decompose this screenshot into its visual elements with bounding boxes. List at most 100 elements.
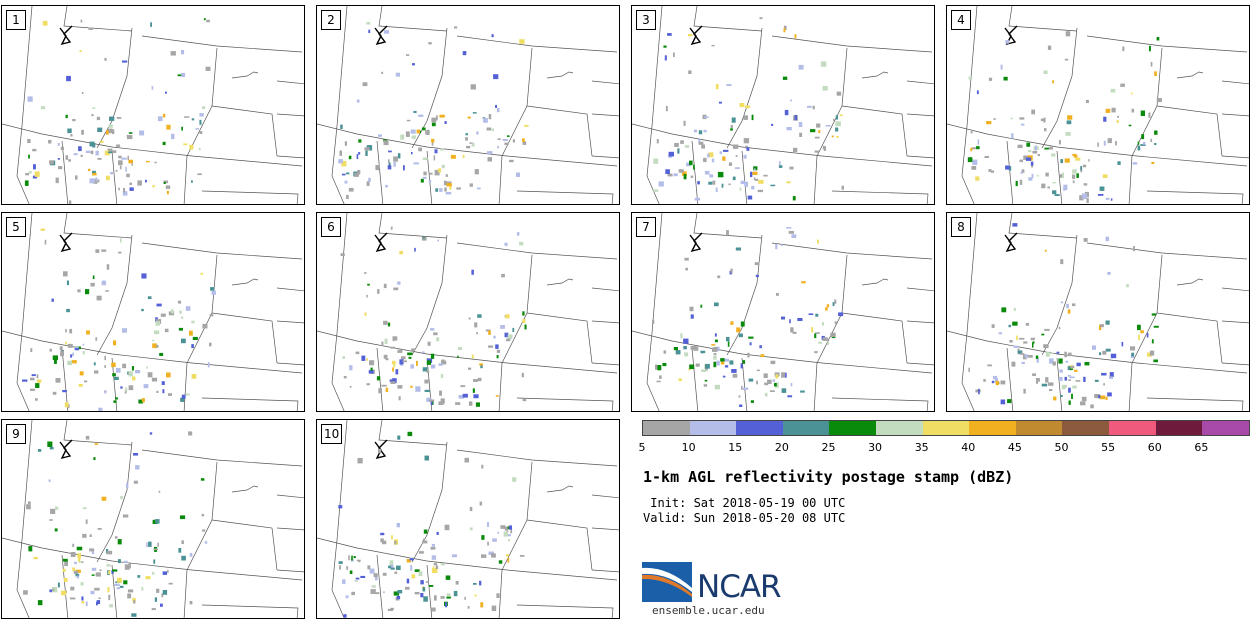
- state-boundary: [63, 420, 133, 446]
- reflectivity-echo: [772, 379, 775, 382]
- reflectivity-echo: [781, 316, 785, 320]
- reflectivity-echo: [700, 304, 703, 308]
- reflectivity-echo: [749, 342, 752, 346]
- reflectivity-echo: [416, 360, 418, 366]
- reflectivity-echo: [698, 139, 701, 142]
- reflectivity-echo: [27, 96, 33, 102]
- reflectivity-echo: [1051, 153, 1056, 157]
- reflectivity-echo: [497, 138, 501, 140]
- reflectivity-echo: [1064, 58, 1069, 61]
- state-boundary: [96, 234, 133, 356]
- reflectivity-echo: [191, 344, 194, 349]
- state-boundary: [376, 140, 384, 204]
- reflectivity-echo: [394, 571, 398, 574]
- reflectivity-echo: [162, 141, 166, 146]
- reflectivity-echo: [834, 299, 837, 304]
- reflectivity-echo: [665, 169, 670, 174]
- reflectivity-echo: [713, 361, 717, 368]
- reflectivity-echo: [1028, 150, 1032, 153]
- state-boundary: [831, 397, 929, 411]
- map-panel-9: 9: [1, 419, 305, 619]
- state-boundary: [2, 123, 303, 167]
- reflectivity-echo: [162, 571, 168, 575]
- reflectivity-echo: [422, 157, 428, 160]
- reflectivity-echo: [383, 30, 389, 34]
- colorbar-tick-label: 30: [868, 441, 883, 454]
- reflectivity-echo: [1099, 324, 1102, 331]
- state-boundary: [331, 213, 348, 411]
- state-boundary: [1221, 362, 1249, 366]
- reflectivity-echo: [496, 355, 499, 359]
- reflectivity-echo: [368, 177, 371, 182]
- reflectivity-echo: [976, 146, 980, 150]
- reflectivity-echo: [191, 180, 193, 183]
- reflectivity-echo: [162, 113, 166, 118]
- reflectivity-echo: [1151, 339, 1154, 344]
- reflectivity-echo: [718, 101, 722, 104]
- reflectivity-echo: [715, 84, 719, 90]
- reflectivity-echo: [159, 352, 164, 356]
- reflectivity-echo: [444, 187, 447, 192]
- reflectivity-echo: [703, 129, 707, 133]
- reflectivity-echo: [437, 168, 442, 173]
- reflectivity-echo: [507, 135, 510, 137]
- reflectivity-echo: [1094, 394, 1100, 399]
- reflectivity-echo: [735, 155, 738, 157]
- reflectivity-echo: [79, 561, 83, 563]
- reflectivity-echo: [684, 145, 690, 148]
- reflectivity-echo: [396, 595, 401, 600]
- reflectivity-echo: [66, 280, 69, 285]
- reflectivity-echo: [1028, 177, 1033, 181]
- state-boundary: [16, 420, 33, 618]
- reflectivity-echo: [839, 114, 843, 117]
- reflectivity-echo: [92, 275, 95, 279]
- state-boundary: [211, 519, 278, 571]
- reflectivity-echo: [340, 253, 345, 256]
- state-boundary: [1131, 254, 1163, 364]
- reflectivity-echo: [127, 593, 132, 599]
- reflectivity-echo: [427, 341, 431, 346]
- reflectivity-echo: [1140, 330, 1144, 334]
- reflectivity-echo: [472, 388, 475, 393]
- reflectivity-echo: [1000, 64, 1003, 70]
- reflectivity-echo: [1030, 161, 1034, 166]
- state-boundary: [276, 80, 304, 85]
- reflectivity-echo: [160, 313, 166, 317]
- reflectivity-echo: [392, 367, 394, 372]
- reflectivity-echo: [1133, 246, 1135, 252]
- reflectivity-echo: [475, 402, 480, 407]
- reflectivity-echo: [125, 166, 127, 172]
- reflectivity-echo: [60, 350, 64, 357]
- reflectivity-echo: [375, 577, 378, 581]
- reflectivity-echo: [693, 129, 698, 133]
- reflectivity-echo: [1050, 352, 1054, 355]
- reflectivity-echo: [426, 360, 431, 365]
- reflectivity-echo: [655, 364, 658, 370]
- reflectivity-echo: [421, 236, 427, 241]
- reflectivity-echo: [205, 66, 211, 71]
- reflectivity-echo: [374, 592, 380, 595]
- reflectivity-echo: [794, 114, 797, 121]
- reflectivity-echo: [65, 341, 67, 345]
- colorbar-swatch: [1062, 421, 1110, 435]
- reflectivity-echo: [491, 605, 497, 611]
- reflectivity-echo: [754, 178, 759, 181]
- reflectivity-echo: [1088, 159, 1090, 162]
- reflectivity-echo: [1100, 324, 1104, 328]
- state-boundary: [426, 150, 433, 204]
- colorbar: [642, 420, 1250, 436]
- reflectivity-echo: [202, 106, 206, 109]
- reflectivity-echo: [1151, 313, 1157, 316]
- reflectivity-echo: [357, 458, 363, 464]
- reflectivity-echo: [1103, 116, 1107, 122]
- reflectivity-echo: [759, 345, 762, 349]
- reflectivity-echo: [664, 55, 667, 61]
- reflectivity-echo: [468, 317, 471, 320]
- reflectivity-echo: [128, 371, 133, 377]
- state-boundary: [317, 330, 618, 374]
- reflectivity-echo: [781, 244, 783, 246]
- state-boundary: [1056, 357, 1063, 411]
- reflectivity-echo: [684, 352, 689, 357]
- state-boundary: [141, 242, 303, 260]
- map-panel-7: 7: [631, 212, 935, 412]
